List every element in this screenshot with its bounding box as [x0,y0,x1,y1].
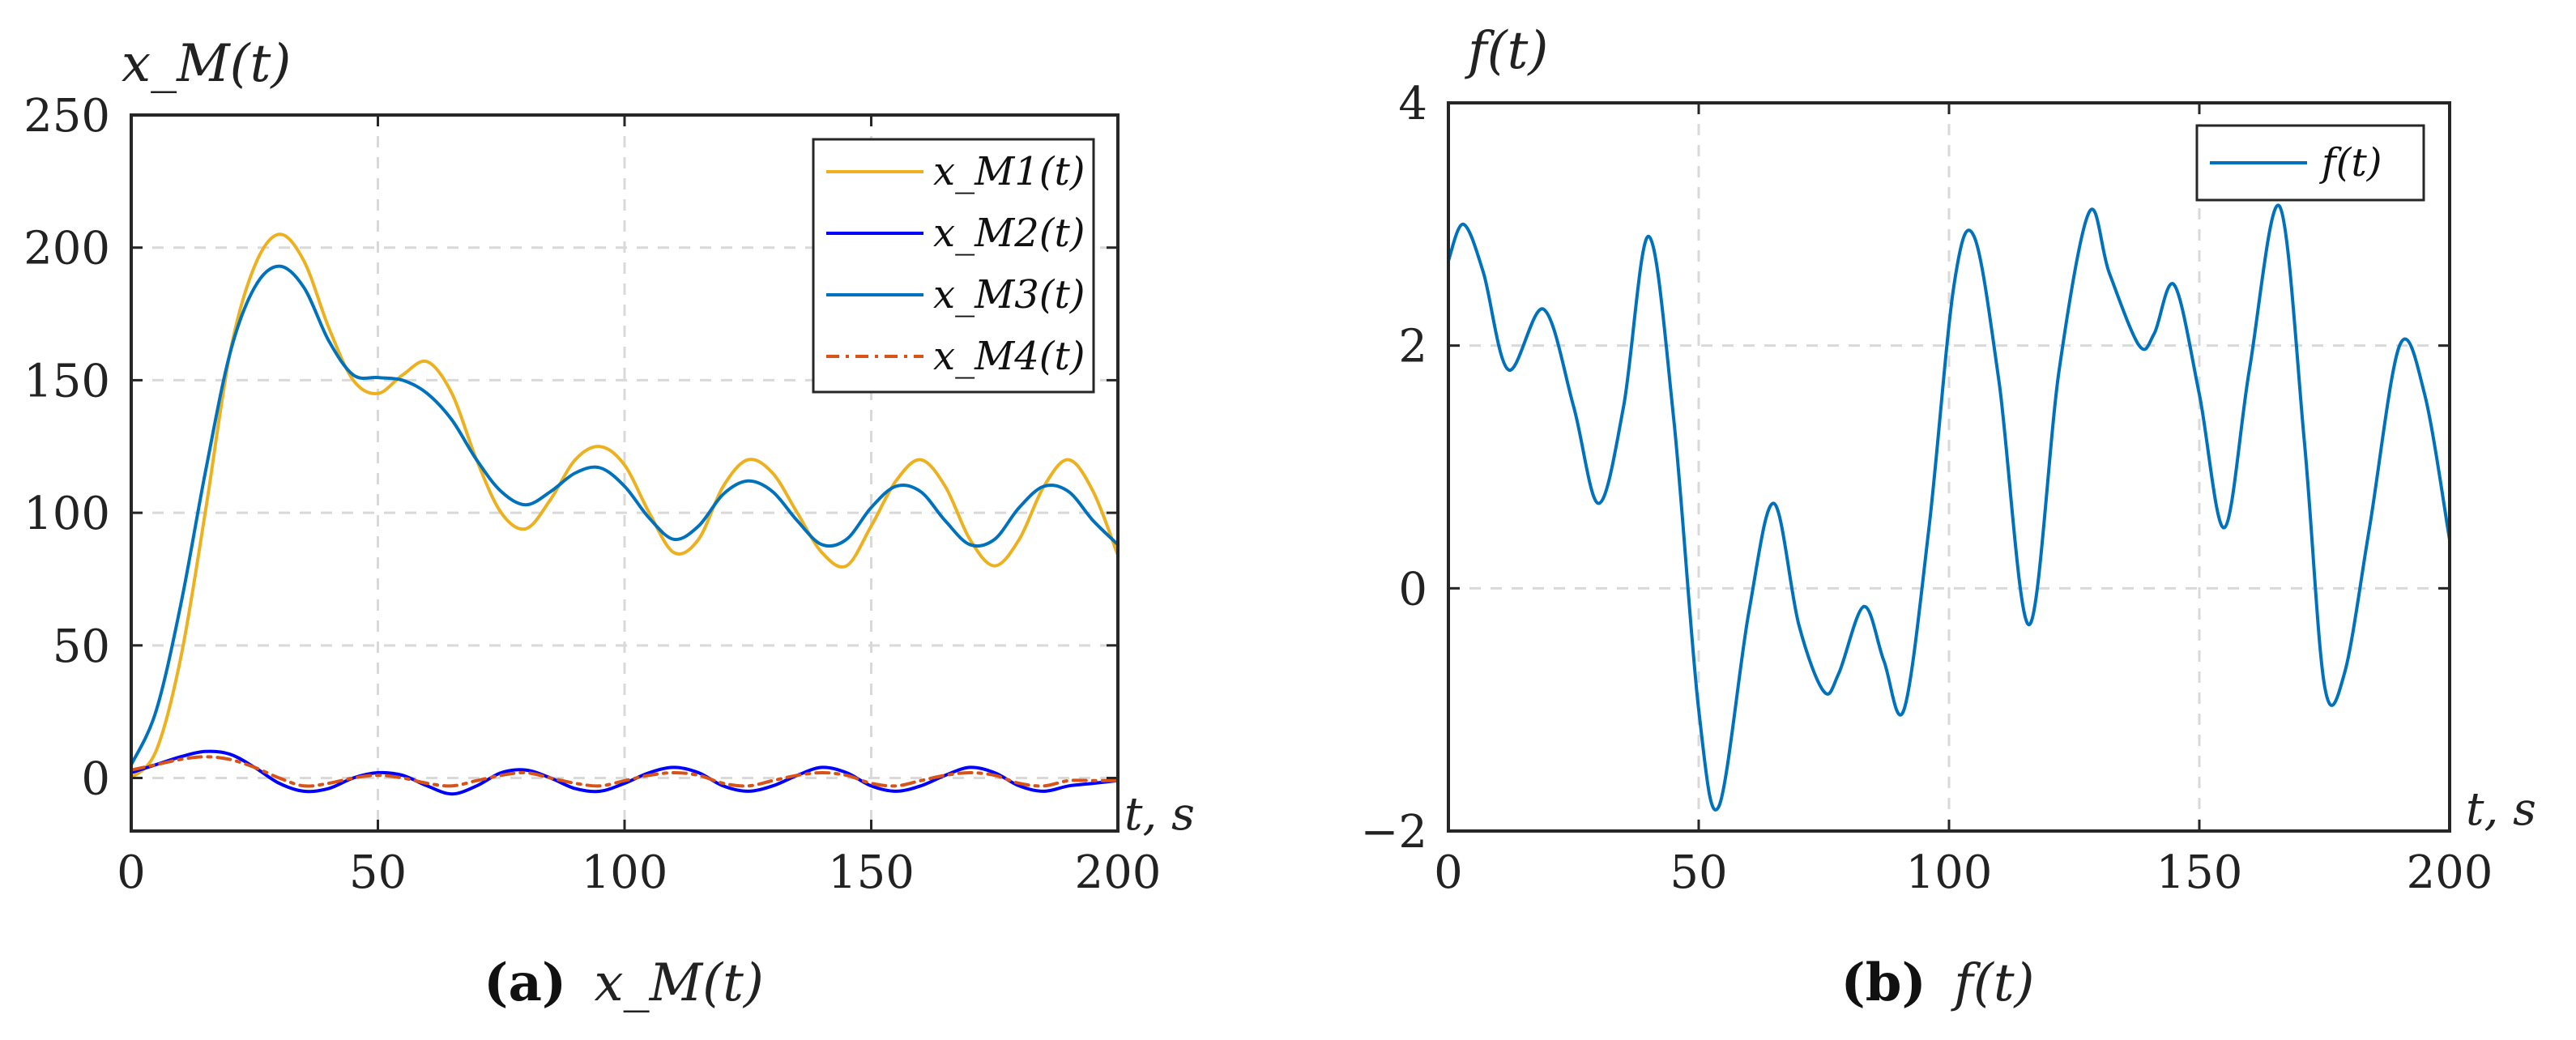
panel-b-xtick-label: 150 [2156,846,2243,899]
panel-b-ytick-label: −2 [1360,806,1427,859]
panel-a-legend-box [812,138,1095,394]
panel-a-legend-label-4: x_M4(t) [933,334,1085,379]
panel-a-legend-label-2: x_M2(t) [933,211,1085,256]
panel-a-legend: x_M1(t) x_M2(t) x_M3(t) x_M4(t) [812,138,1095,394]
panel-b-xlabel: t, s [2466,783,2536,836]
panel-a-xtick-label: 200 [1075,846,1162,899]
panel-b-ytick-label: 0 [1398,563,1427,616]
panel-b-grid [1448,103,2450,831]
panel-b-legend: f(t) [2195,124,2425,202]
panel-b-ytick-label: 4 [1398,78,1427,130]
panel-b-caption-label: (b) [1841,953,1926,1013]
panel-b-xtick-label: 50 [1670,846,1727,899]
panel-b-xtick-label: 200 [2407,846,2493,899]
panel-a-ytick-label: 50 [53,620,110,673]
panel-a-xtick-label: 100 [582,846,668,899]
panel-a-xtick-label: 0 [117,846,146,899]
panel-b-caption-text: f(t) [1951,953,2034,1013]
panel-b-ytick-label: 2 [1398,321,1427,373]
panel-a-ytick-label: 0 [81,753,110,806]
panel-b-series-line-1 [1447,203,2451,812]
panel-a-legend-label-1: x_M1(t) [933,149,1085,194]
panel-a-ticks: 0 50 100 150 200 0 50 100 150 200 250 [23,90,1161,899]
panel-a-caption-label: (a) [484,953,566,1013]
panel-b-xtick-label: 0 [1434,846,1463,899]
panel-b-series-group [1447,203,2451,812]
panel-a-series-group [130,232,1120,796]
panel-b-ylabel: f(t) [1465,21,1548,81]
panel-b-xtick-label: 100 [1906,846,1993,899]
panel-a-xtick-label: 150 [828,846,915,899]
panel-a-ylabel: x_M(t) [122,34,291,94]
panel-a-series-line-3 [130,264,1120,767]
panel-a-xlabel: t, s [1124,788,1195,841]
panel-a-xtick-label: 50 [349,846,407,899]
panel-a-ytick-label: 250 [23,90,110,143]
panel-a-ytick-label: 150 [23,355,110,407]
panel-a-caption-text: x_M(t) [595,953,764,1013]
panel-b-caption: (b) f(t) [1841,953,2035,1013]
panel-a-caption: (a) x_M(t) [484,953,764,1013]
panel-a-series-line-2 [130,749,1120,796]
panel-a-ytick-label: 100 [23,488,110,540]
panel-a-series-line-1 [130,232,1120,780]
panel-b-legend-label-1: f(t) [2319,140,2382,185]
panel-a-series-line-4 [130,755,1120,788]
panel-a-ytick-label: 200 [23,223,110,275]
panel-a-legend-label-3: x_M3(t) [933,272,1085,318]
